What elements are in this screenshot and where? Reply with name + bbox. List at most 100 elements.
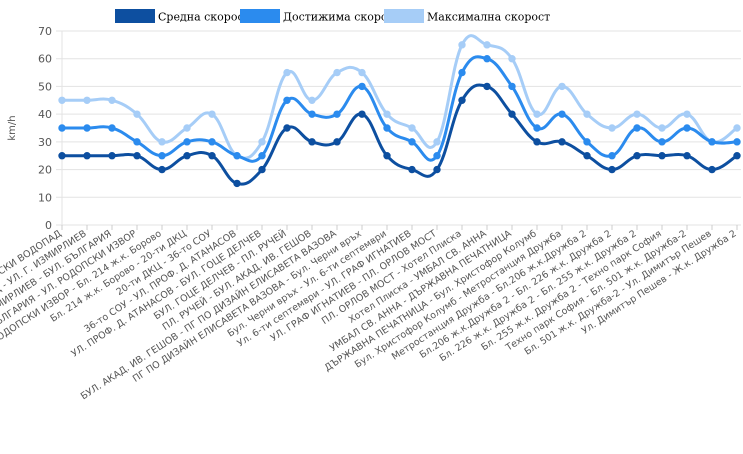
data-point[interactable] bbox=[683, 110, 691, 118]
data-point[interactable] bbox=[183, 124, 191, 132]
data-point[interactable] bbox=[608, 152, 616, 160]
data-point[interactable] bbox=[333, 110, 341, 118]
data-point[interactable] bbox=[383, 152, 391, 160]
data-point[interactable] bbox=[683, 152, 691, 160]
data-point[interactable] bbox=[258, 165, 266, 174]
data-point[interactable] bbox=[183, 138, 191, 146]
data-point[interactable] bbox=[333, 138, 341, 146]
data-point[interactable] bbox=[333, 68, 341, 77]
data-point[interactable] bbox=[408, 124, 416, 132]
data-point[interactable] bbox=[233, 152, 241, 160]
y-axis: 0 10 20 30 40 50 60 70 bbox=[38, 25, 52, 232]
data-point[interactable] bbox=[633, 124, 641, 132]
data-point[interactable] bbox=[683, 124, 691, 132]
data-point[interactable] bbox=[483, 82, 491, 91]
data-point[interactable] bbox=[83, 152, 91, 160]
data-point[interactable] bbox=[733, 138, 741, 146]
data-point[interactable] bbox=[108, 96, 116, 104]
data-point[interactable] bbox=[58, 152, 66, 160]
y-tick-label: 40 bbox=[38, 108, 52, 121]
data-point[interactable] bbox=[408, 138, 416, 146]
data-point[interactable] bbox=[158, 165, 166, 174]
data-point[interactable] bbox=[608, 124, 616, 132]
data-point[interactable] bbox=[208, 110, 216, 118]
data-point[interactable] bbox=[458, 68, 466, 77]
data-point[interactable] bbox=[158, 138, 166, 146]
data-point[interactable] bbox=[283, 124, 291, 132]
data-point[interactable] bbox=[358, 68, 366, 77]
y-tick-label: 70 bbox=[38, 25, 52, 38]
data-point[interactable] bbox=[483, 41, 491, 49]
data-point[interactable] bbox=[558, 110, 566, 118]
data-point[interactable] bbox=[558, 82, 566, 91]
data-point[interactable] bbox=[658, 124, 666, 132]
data-point[interactable] bbox=[633, 110, 641, 118]
data-point[interactable] bbox=[583, 138, 591, 146]
data-point[interactable] bbox=[283, 68, 291, 77]
data-point[interactable] bbox=[183, 152, 191, 160]
chart-series bbox=[58, 34, 741, 188]
legend-item[interactable]: Средна скорост bbox=[115, 9, 250, 24]
data-point[interactable] bbox=[308, 110, 316, 118]
data-point[interactable] bbox=[433, 165, 441, 174]
series-1 bbox=[58, 82, 741, 188]
data-point[interactable] bbox=[358, 82, 366, 91]
data-point[interactable] bbox=[508, 82, 516, 91]
data-point[interactable] bbox=[258, 152, 266, 160]
data-point[interactable] bbox=[208, 152, 216, 160]
data-point[interactable] bbox=[583, 152, 591, 160]
x-axis: БУЛ. ЦАР БОРИС III - ВЛАДАЙСКИ ВОДОПАДВЛ… bbox=[0, 225, 739, 402]
legend-label: Достижима скорост bbox=[283, 11, 400, 24]
data-point[interactable] bbox=[133, 152, 141, 160]
data-point[interactable] bbox=[533, 124, 541, 132]
data-point[interactable] bbox=[583, 110, 591, 118]
data-point[interactable] bbox=[133, 138, 141, 146]
data-point[interactable] bbox=[83, 96, 91, 104]
data-point[interactable] bbox=[708, 165, 716, 174]
chart-legend: Средна скорост Достижима скорост Максималн… bbox=[115, 9, 550, 24]
data-point[interactable] bbox=[533, 138, 541, 146]
legend-swatch bbox=[384, 9, 424, 23]
data-point[interactable] bbox=[258, 138, 266, 146]
series-line bbox=[61, 55, 738, 163]
data-point[interactable] bbox=[733, 152, 741, 160]
data-point[interactable] bbox=[633, 152, 641, 160]
data-point[interactable] bbox=[283, 96, 291, 104]
data-point[interactable] bbox=[433, 152, 441, 160]
data-point[interactable] bbox=[458, 96, 466, 104]
data-point[interactable] bbox=[558, 138, 566, 146]
legend-item[interactable]: Достижима скорост bbox=[240, 9, 400, 24]
data-point[interactable] bbox=[508, 110, 516, 118]
data-point[interactable] bbox=[308, 96, 316, 104]
data-point[interactable] bbox=[158, 152, 166, 160]
data-point[interactable] bbox=[58, 96, 66, 104]
data-point[interactable] bbox=[483, 55, 491, 63]
data-point[interactable] bbox=[708, 138, 716, 146]
series-3 bbox=[58, 34, 741, 160]
data-point[interactable] bbox=[358, 110, 366, 118]
data-point[interactable] bbox=[83, 124, 91, 132]
y-tick-label: 10 bbox=[38, 191, 52, 204]
data-point[interactable] bbox=[308, 138, 316, 146]
data-point[interactable] bbox=[58, 124, 66, 132]
data-point[interactable] bbox=[133, 110, 141, 118]
data-point[interactable] bbox=[383, 110, 391, 118]
data-point[interactable] bbox=[658, 152, 666, 160]
data-point[interactable] bbox=[608, 165, 616, 174]
data-point[interactable] bbox=[433, 138, 441, 146]
data-point[interactable] bbox=[233, 179, 241, 188]
y-tick-label: 0 bbox=[45, 219, 52, 232]
data-point[interactable] bbox=[408, 165, 416, 174]
data-point[interactable] bbox=[108, 124, 116, 132]
data-point[interactable] bbox=[383, 124, 391, 132]
data-point[interactable] bbox=[208, 138, 216, 146]
data-point[interactable] bbox=[458, 41, 466, 49]
data-point[interactable] bbox=[533, 110, 541, 118]
data-point[interactable] bbox=[108, 152, 116, 160]
y-tick-label: 60 bbox=[38, 53, 52, 66]
legend-item[interactable]: Максимална скорост bbox=[384, 9, 550, 24]
data-point[interactable] bbox=[508, 55, 516, 63]
data-point[interactable] bbox=[658, 138, 666, 146]
data-point[interactable] bbox=[733, 124, 741, 132]
